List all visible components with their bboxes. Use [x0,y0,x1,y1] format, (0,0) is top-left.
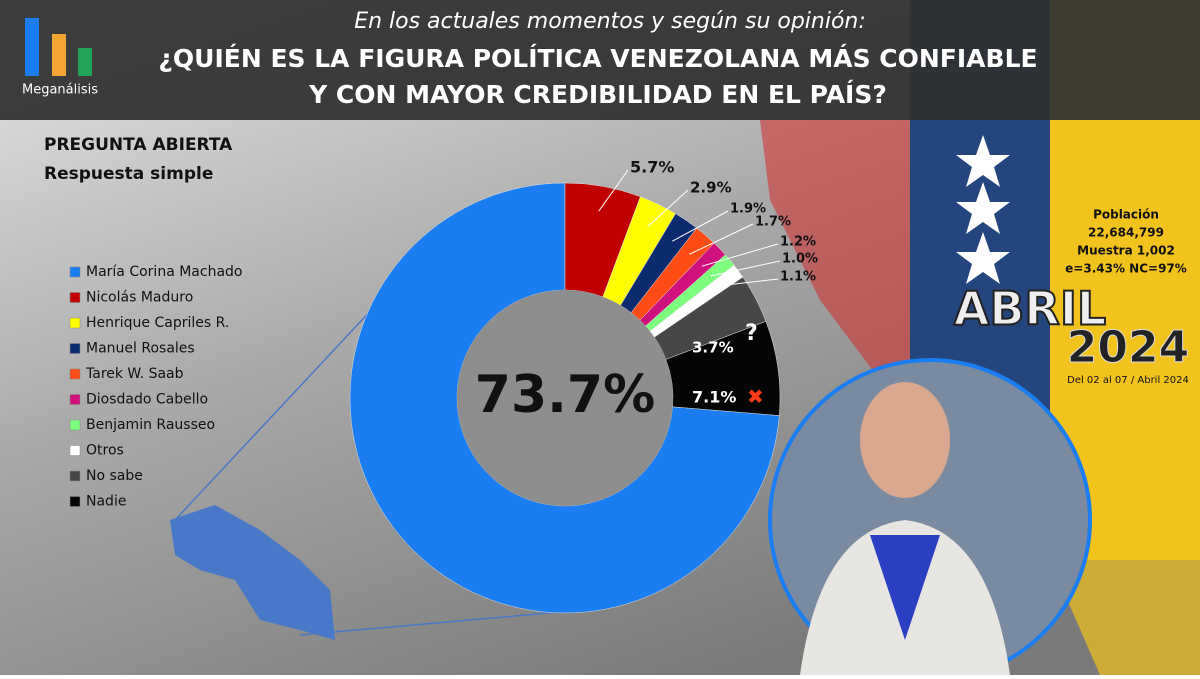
legend-label: Henrique Capriles R. [86,315,229,331]
logo-text: Meganálisis [22,83,98,98]
title-line: Y CON MAYOR CREDIBILIDAD EN EL PAÍS? [308,80,887,109]
legend-label: No sabe [86,468,143,484]
legend: María Corina Machado Nicolás Maduro Henriq… [69,264,242,510]
legend-marker [69,445,81,456]
value-label: 1.2% [780,235,816,250]
legend-marker [69,317,81,329]
legend-marker [69,266,81,278]
connector-line [174,289,391,521]
question-type: PREGUNTA ABIERTA [44,135,233,155]
value-label: 1.7% [755,215,791,230]
connector-line [299,611,561,636]
subtitle: En los actuales momentos y según su opin… [354,9,866,34]
logo-icon [25,18,92,76]
value-label: 5.7% [630,158,674,177]
legend-label: Benjamin Rausseo [86,417,215,433]
annotation: ✖ [747,385,764,409]
leader-line [701,243,779,267]
leader-line [710,260,781,277]
legend-label: Nadie [86,494,126,510]
leader-line [718,278,779,287]
portrait [768,358,1092,679]
month: ABRIL [954,282,1107,336]
info-text: Población [1093,208,1159,222]
legend-label: Otros [86,443,124,459]
response-type: Respuesta simple [44,164,213,184]
legend-marker [69,496,81,507]
legend-label: Diosdado Cabello [86,392,208,408]
value-label: 2.9% [690,179,732,197]
legend-label: Manuel Rosales [86,341,195,357]
year: 2024 [1067,322,1189,373]
info-text: 22,684,799 [1088,226,1164,240]
leader-line [647,189,689,228]
value-label: 1.0% [782,252,818,267]
value-label: 1.9% [730,202,766,217]
legend-label: Tarek W. Saab [85,366,184,382]
value-label: 3.7% [692,339,734,357]
legend-marker [69,343,81,354]
header-band [0,0,1200,120]
map-shape [170,505,335,640]
leader-line [598,169,629,212]
donut-hole [457,290,673,506]
legend-marker [69,470,81,482]
leader-line [689,223,754,255]
info-text: e=3.43% NC=97% [1065,262,1187,276]
legend-marker [69,292,81,303]
value-label: 1.1% [780,270,816,285]
legend-marker [69,394,81,405]
info-text: Muestra 1,002 [1077,244,1175,258]
dates: Del 02 al 07 / Abril 2024 [1067,375,1189,386]
value-label: 7.1% [692,388,736,407]
donut: 73.7% 5.7% 2.9% 1.9%1.7% 1.2% 1.0% 1.1% 3.7% 7.1… [349,158,818,614]
annotation: ? [745,321,758,346]
title-line: ¿QUIÉN ES LA FIGURA POLÍTICA VENEZOLANA … [158,44,1037,73]
leader-line [672,210,729,242]
legend-label: Nicolás Maduro [86,290,193,306]
legend-label: María Corina Machado [86,264,242,280]
value-label: 73.7% [475,365,655,425]
legend-marker [69,368,81,380]
legend-marker [69,419,81,431]
